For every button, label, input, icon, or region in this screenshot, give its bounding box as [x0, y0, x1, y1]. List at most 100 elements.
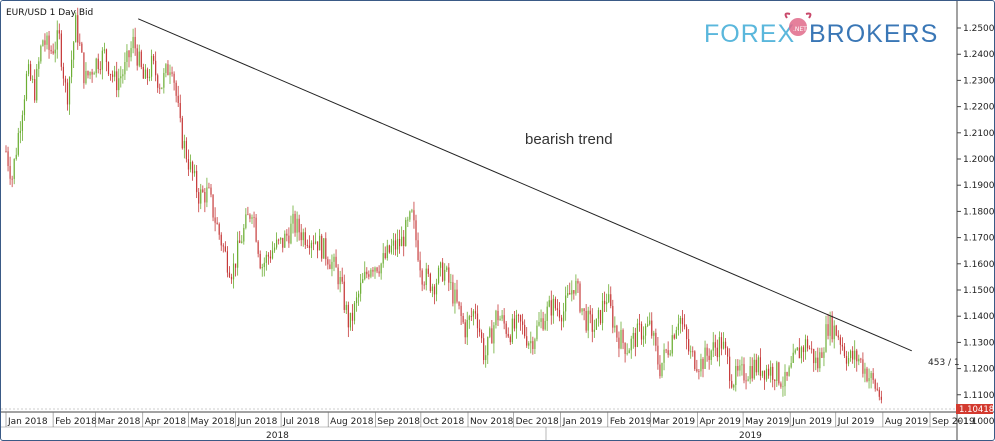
candle-up — [405, 220, 407, 247]
candle-up — [630, 338, 632, 351]
candle-down — [806, 339, 809, 349]
candle-up — [647, 324, 649, 326]
candle-down — [329, 264, 331, 269]
candle-up — [409, 211, 411, 220]
candle-down — [591, 314, 593, 332]
candle-down — [505, 323, 507, 334]
candle-up — [548, 300, 550, 307]
candle-down — [542, 318, 544, 330]
candle-down — [702, 358, 704, 369]
candle-up — [169, 72, 171, 76]
candle-up — [245, 214, 247, 228]
candle-up — [23, 99, 26, 116]
candle-down — [686, 326, 688, 340]
trend-line — [138, 18, 912, 352]
candle-up — [339, 277, 341, 285]
candle-down — [813, 348, 815, 364]
candle-up — [355, 297, 358, 304]
candle-up — [73, 42, 75, 60]
candle-down — [58, 30, 60, 34]
candle-up — [620, 329, 622, 349]
candle-down — [179, 103, 181, 119]
x-tick-label: Dec 2018 — [516, 417, 559, 427]
candle-up — [784, 372, 786, 387]
candle-down — [153, 55, 155, 61]
candle-up — [284, 233, 286, 248]
candle-down — [351, 312, 354, 321]
candle-down — [802, 347, 805, 353]
x-tick-label: Jun 2018 — [236, 417, 277, 427]
candle-down — [872, 373, 874, 380]
candle-down — [44, 40, 46, 45]
candle-down — [142, 67, 144, 79]
candle-down — [513, 318, 515, 329]
candle-down — [616, 325, 618, 338]
candle-down — [222, 245, 224, 247]
candle-up — [390, 245, 392, 253]
candle-down — [185, 140, 187, 160]
candle-down — [239, 240, 241, 243]
candle-down — [294, 213, 296, 233]
candle-up — [733, 385, 735, 388]
candle-down — [394, 240, 397, 250]
candle-down — [216, 222, 218, 225]
candle-up — [690, 351, 692, 353]
candle-down — [780, 383, 782, 387]
candle-down — [667, 350, 669, 355]
candle-up — [661, 362, 663, 377]
candle-down — [503, 315, 505, 324]
candle-up — [671, 335, 673, 354]
candle-up — [292, 213, 294, 224]
candle-up — [71, 59, 73, 78]
candle-down — [464, 322, 466, 338]
candle-down — [288, 235, 290, 244]
candle-down — [372, 269, 374, 272]
candle-down — [579, 283, 581, 312]
candle-up — [444, 269, 446, 281]
candle-up — [183, 140, 185, 149]
candle-down — [569, 293, 571, 295]
candle-down — [778, 362, 780, 384]
candle-up — [546, 306, 548, 321]
candle-up — [653, 332, 655, 336]
candle-down — [618, 337, 620, 349]
candle-down — [427, 268, 429, 274]
candle-up — [364, 271, 366, 280]
candle-up — [261, 267, 263, 269]
candle-down — [171, 72, 173, 74]
y-tick-label: 1.1600 — [963, 260, 994, 270]
candle-up — [237, 240, 239, 268]
candle-down — [48, 35, 50, 50]
candle-down — [228, 272, 231, 277]
y-tick-label: 1.1300 — [963, 338, 994, 348]
year-label-2018: 2018 — [266, 431, 289, 440]
candle-down — [837, 335, 839, 338]
candle-up — [319, 235, 321, 251]
candle-up — [345, 304, 347, 310]
candle-down — [880, 396, 882, 400]
candle-up — [232, 263, 235, 280]
candle-down — [269, 256, 272, 259]
candle-down — [325, 238, 327, 260]
candle-up — [189, 161, 192, 170]
candle-down — [558, 310, 561, 318]
candle-up — [150, 55, 153, 77]
candle-down — [458, 301, 460, 306]
candle-up — [194, 170, 196, 174]
candle-up — [314, 241, 317, 244]
candle-down — [177, 95, 179, 104]
x-axis-ticks: Jan 2018 Feb 2018 Mar 2018 Apr 2018 May 2018… — [5, 412, 975, 427]
candle-up — [761, 370, 764, 376]
last-price-tag — [956, 404, 993, 414]
candle-down — [376, 267, 378, 272]
candle-up — [710, 350, 712, 361]
candle-down — [583, 308, 585, 312]
candle-down — [317, 241, 319, 251]
candle-up — [17, 133, 19, 155]
candle-up — [538, 321, 540, 326]
candle-down — [708, 355, 710, 361]
candle-down — [181, 118, 183, 149]
candle-down — [259, 253, 261, 269]
candle-down — [524, 324, 526, 337]
